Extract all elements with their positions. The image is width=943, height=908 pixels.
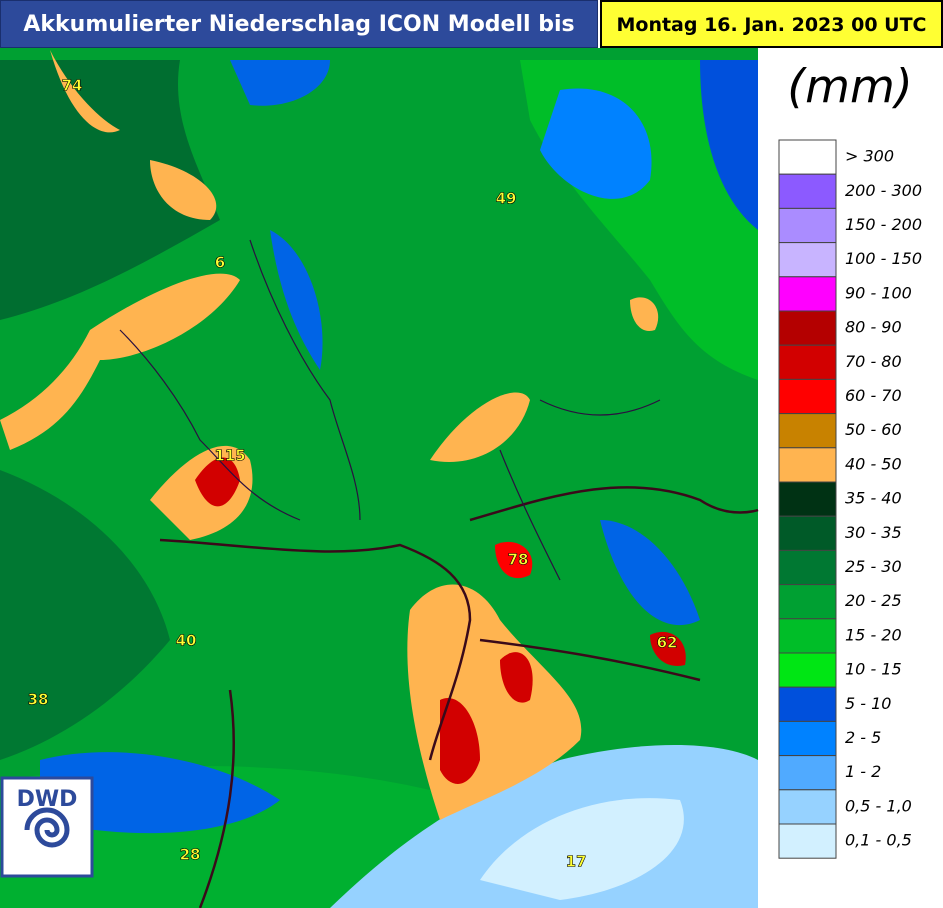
logo-frame: [0, 776, 94, 878]
legend-label: 0,5 - 1,0: [845, 796, 912, 815]
map-value-label: 49: [496, 190, 517, 208]
legend-swatch: [778, 344, 837, 380]
logo-swirl: [24, 807, 70, 848]
area: [540, 88, 652, 199]
legend-label: 25 - 30: [845, 557, 902, 576]
area: [0, 60, 220, 320]
legend: (mm) > 300 200 - 300 150 - 200 100 - 150 90 …: [778, 60, 922, 859]
legend-swatch: [778, 207, 837, 244]
legend-swatch: [778, 242, 837, 278]
legend-swatch: [778, 481, 837, 517]
legend-label: 15 - 20: [845, 625, 902, 644]
legend-swatch: [778, 686, 837, 722]
logo: DWD: [0, 776, 94, 878]
legend-swatch: [778, 276, 837, 312]
country-border: [159, 486, 759, 908]
map-value-label: 78: [508, 551, 529, 569]
map-value-label: 38: [28, 691, 49, 709]
area: [500, 652, 533, 703]
map-value-label: 28: [180, 846, 201, 864]
legend-swatch: [778, 618, 837, 654]
map-value-label: 62: [657, 634, 678, 652]
legend-swatch: [778, 755, 837, 791]
map-value-label: 40: [176, 632, 197, 650]
area: [700, 60, 758, 230]
legend-label: 90 - 100: [845, 283, 912, 302]
legend-swatch: [778, 310, 837, 346]
legend-label: 35 - 40: [845, 489, 902, 508]
legend-swatch: [778, 549, 837, 586]
map-value-label: 74: [62, 77, 83, 95]
valid-date: Montag 16. Jan. 2023 00 UTC: [600, 0, 943, 48]
legend-unit: (mm): [787, 60, 913, 114]
legend-swatch: [778, 413, 837, 449]
legend-label: 50 - 60: [845, 420, 902, 439]
area: [650, 631, 686, 666]
map-value-label: 6: [215, 254, 225, 272]
legend-swatch: [778, 823, 837, 859]
area: [480, 798, 684, 900]
area: [495, 541, 533, 579]
area: [440, 698, 480, 784]
legend-swatch: [778, 139, 837, 175]
legend-swatch: [778, 515, 837, 551]
area: [430, 392, 530, 462]
legend-label: 200 - 300: [845, 181, 922, 200]
legend-label: 20 - 25: [845, 591, 902, 610]
area: [50, 50, 120, 133]
legend-label: 10 - 15: [845, 660, 902, 679]
area: [270, 230, 323, 370]
legend-swatch: [778, 584, 837, 620]
area: [600, 520, 700, 626]
legend-swatch: [778, 173, 837, 209]
legend-label: 2 - 5: [845, 728, 881, 747]
legend-label: 80 - 90: [845, 318, 902, 337]
area: [150, 160, 217, 220]
legend-swatch: [778, 652, 837, 688]
map-value-label: 115: [214, 447, 245, 465]
legend-label: 30 - 35: [845, 523, 902, 542]
area: [230, 60, 330, 106]
area: [0, 470, 170, 760]
coastline: [119, 239, 661, 581]
legend-label: > 300: [845, 147, 894, 166]
legend-label: 40 - 50: [845, 454, 902, 473]
legend-label: 150 - 200: [845, 215, 922, 234]
legend-label: 5 - 10: [845, 694, 891, 713]
legend-swatch: [778, 447, 837, 483]
legend-swatch: [778, 789, 837, 825]
area: [0, 273, 240, 450]
area: [630, 297, 659, 331]
legend-label: 70 - 80: [845, 352, 902, 371]
legend-label: 100 - 150: [845, 249, 922, 268]
legend-swatch: [778, 378, 837, 415]
area: [40, 752, 280, 834]
legend-label: 0,1 - 0,5: [845, 831, 912, 850]
legend-label: 60 - 70: [845, 386, 902, 405]
map: 74 6 49 115 78 40 38 62 28 17: [0, 48, 759, 908]
legend-swatch: [778, 720, 837, 757]
legend-label: 1 - 2: [845, 762, 881, 781]
map-value-label: 17: [566, 853, 587, 871]
title: Akkumulierter Niederschlag ICON Modell b…: [0, 0, 598, 48]
